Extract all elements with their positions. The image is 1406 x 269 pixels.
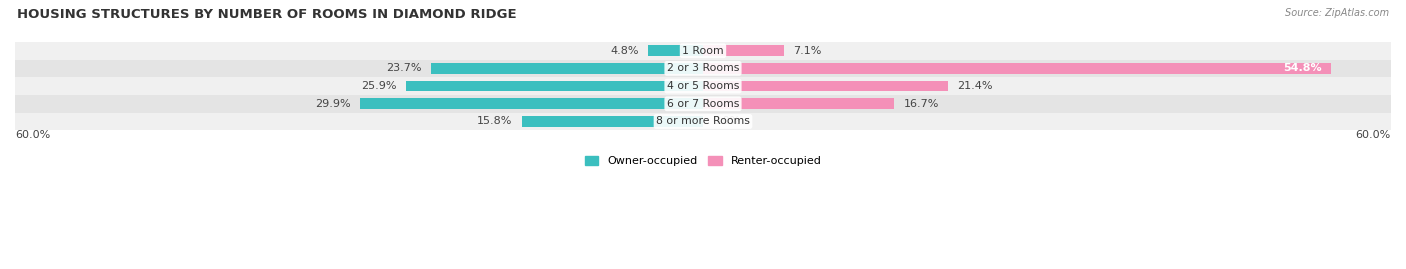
Bar: [432, 63, 703, 74]
Text: 7.1%: 7.1%: [793, 46, 823, 56]
Text: 23.7%: 23.7%: [387, 63, 422, 73]
Bar: [15, 42, 1391, 60]
Text: 60.0%: 60.0%: [1355, 130, 1391, 140]
Text: 2 or 3 Rooms: 2 or 3 Rooms: [666, 63, 740, 73]
Bar: [15, 77, 1391, 95]
Text: 1 Room: 1 Room: [682, 46, 724, 56]
Text: 8 or more Rooms: 8 or more Rooms: [657, 116, 749, 126]
Text: Source: ZipAtlas.com: Source: ZipAtlas.com: [1285, 8, 1389, 18]
Text: 4 or 5 Rooms: 4 or 5 Rooms: [666, 81, 740, 91]
Text: 29.9%: 29.9%: [315, 99, 352, 109]
Text: 16.7%: 16.7%: [904, 99, 939, 109]
Text: 6 or 7 Rooms: 6 or 7 Rooms: [666, 99, 740, 109]
Bar: [703, 45, 785, 56]
Bar: [15, 95, 1391, 113]
Legend: Owner-occupied, Renter-occupied: Owner-occupied, Renter-occupied: [581, 151, 825, 171]
Text: 0.0%: 0.0%: [713, 116, 741, 126]
Text: 4.8%: 4.8%: [610, 46, 638, 56]
Text: 21.4%: 21.4%: [957, 81, 993, 91]
Bar: [522, 116, 703, 127]
Bar: [703, 98, 894, 109]
Text: 15.8%: 15.8%: [477, 116, 513, 126]
Bar: [406, 81, 703, 91]
Text: HOUSING STRUCTURES BY NUMBER OF ROOMS IN DIAMOND RIDGE: HOUSING STRUCTURES BY NUMBER OF ROOMS IN…: [17, 8, 516, 21]
Bar: [648, 45, 703, 56]
Bar: [703, 63, 1331, 74]
Text: 60.0%: 60.0%: [15, 130, 51, 140]
Text: 54.8%: 54.8%: [1284, 63, 1322, 73]
Bar: [15, 60, 1391, 77]
Bar: [703, 81, 949, 91]
Bar: [360, 98, 703, 109]
Text: 25.9%: 25.9%: [361, 81, 396, 91]
Bar: [15, 113, 1391, 130]
